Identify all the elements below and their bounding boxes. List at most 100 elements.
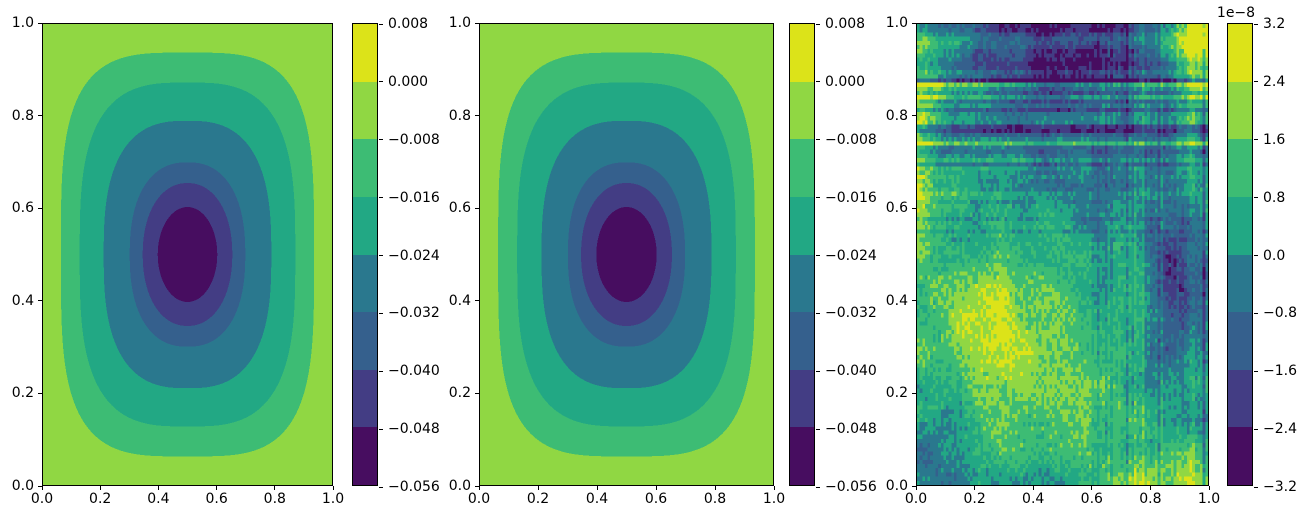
colorbar-band bbox=[790, 24, 814, 82]
y-tick-mark bbox=[912, 392, 916, 394]
colorbar-tick-mark bbox=[816, 139, 820, 141]
contour-plot-canvas bbox=[43, 24, 332, 485]
colorbar-band bbox=[1228, 139, 1252, 197]
x-tick-label: 0.0 bbox=[30, 491, 54, 507]
colorbar-band bbox=[353, 369, 377, 428]
x-tick-label: 1.0 bbox=[762, 491, 786, 507]
x-tick-mark bbox=[773, 486, 775, 490]
colorbar-band bbox=[353, 196, 377, 255]
y-tick-label: 0.2 bbox=[448, 385, 471, 402]
y-tick-label: 0.8 bbox=[885, 107, 908, 124]
y-tick-mark bbox=[912, 207, 916, 209]
colorbar-tick-mark bbox=[816, 81, 820, 83]
colorbar-tick-label: −3.2 bbox=[1263, 479, 1297, 495]
x-tick-label: 0.8 bbox=[703, 491, 727, 507]
colorbar-tick-mark bbox=[379, 428, 383, 430]
x-tick-label: 0.6 bbox=[1080, 491, 1103, 507]
colorbar-band bbox=[790, 81, 814, 140]
y-tick-mark bbox=[38, 207, 42, 209]
x-tick-label: 1.0 bbox=[321, 491, 345, 507]
y-tick-mark bbox=[912, 300, 916, 302]
colorbar-tick-label: −0.056 bbox=[388, 479, 440, 495]
y-tick-mark bbox=[475, 22, 479, 24]
colorbar-band bbox=[790, 369, 814, 428]
y-tick-mark bbox=[38, 392, 42, 394]
y-tick-label: 0.0 bbox=[885, 478, 908, 494]
error-plot-canvas bbox=[917, 24, 1208, 485]
colorbar-band bbox=[1228, 24, 1252, 82]
colorbar-band bbox=[353, 254, 377, 313]
y-tick-label: 0.4 bbox=[11, 292, 34, 309]
colorbar-tick-mark bbox=[379, 255, 383, 256]
colorbar-band bbox=[353, 24, 377, 82]
colorbar-tick-mark bbox=[816, 23, 820, 25]
colorbar-tick-label: −0.032 bbox=[388, 305, 440, 322]
x-tick-mark bbox=[41, 486, 43, 490]
x-tick-mark bbox=[596, 486, 598, 490]
x-tick-label: 0.2 bbox=[89, 491, 112, 507]
colorbar-tick-label: 1.6 bbox=[1263, 131, 1286, 148]
colorbar-band bbox=[353, 81, 377, 140]
colorbar-tick-mark bbox=[1254, 197, 1258, 199]
colorbar-tick-label: 0.8 bbox=[1263, 189, 1286, 206]
colorbar-band bbox=[1228, 427, 1252, 485]
colorbar-tick-label: −0.024 bbox=[388, 247, 440, 264]
colorbar-tick-mark bbox=[1254, 428, 1258, 430]
colorbar-tick-label: −0.040 bbox=[388, 363, 440, 380]
colorbar-tick-mark bbox=[379, 197, 383, 199]
colorbar-tick-mark bbox=[379, 486, 383, 488]
y-tick-label: 1.0 bbox=[448, 15, 471, 31]
y-tick-label: 0.2 bbox=[11, 385, 34, 402]
x-tick-mark bbox=[974, 486, 976, 490]
colorbar-tick-label: 0.008 bbox=[388, 16, 429, 32]
x-tick-mark bbox=[1208, 486, 1210, 490]
y-tick-label: 0.2 bbox=[885, 385, 908, 402]
colorbar-tick-label: −0.016 bbox=[825, 189, 877, 206]
contour-plot-canvas bbox=[480, 24, 773, 485]
colorbar-subplot-3: 3.2 2.4 1.6 0.8 0.0 −0.8 −1.6 −2.4 −3.2 1e−8 bbox=[1217, 6, 1297, 494]
x-tick-label: 0.8 bbox=[263, 491, 286, 507]
colorbar-tick-mark bbox=[1254, 312, 1258, 314]
x-tick-mark bbox=[537, 486, 539, 490]
colorbar-band bbox=[790, 312, 814, 370]
y-tick-label: 0.8 bbox=[448, 107, 471, 124]
colorbar-tick-label: 2.4 bbox=[1263, 73, 1286, 90]
colorbar-tick-mark bbox=[1254, 23, 1258, 25]
colorbar-band bbox=[1228, 81, 1252, 140]
colorbar-band bbox=[790, 427, 814, 485]
colorbar-band bbox=[790, 139, 814, 197]
y-tick-label: 0.4 bbox=[448, 292, 471, 309]
colorbar-tick-label: −1.6 bbox=[1263, 363, 1297, 380]
colorbar-tick-mark bbox=[379, 312, 383, 314]
y-tick-label: 0.6 bbox=[885, 200, 908, 217]
x-tick-mark bbox=[1091, 486, 1093, 490]
colorbar-tick-label: 0.0 bbox=[1263, 247, 1286, 264]
y-tick-mark bbox=[912, 22, 916, 24]
x-tick-label: 0.2 bbox=[963, 491, 986, 507]
colorbar-band bbox=[1228, 369, 1252, 428]
colorbar-tick-label: −0.048 bbox=[825, 421, 877, 438]
x-tick-mark bbox=[216, 486, 218, 490]
axes-subplot-2: 0.0 0.2 0.4 0.6 0.8 1.0 0.0 0.2 0.4 0.6 0.8 1.0 bbox=[449, 16, 785, 506]
x-tick-mark bbox=[1149, 486, 1151, 490]
y-tick-label: 0.0 bbox=[448, 478, 471, 494]
y-tick-mark bbox=[475, 207, 479, 209]
colorbar-tick-mark bbox=[1254, 81, 1258, 83]
y-tick-label: 1.0 bbox=[885, 15, 908, 31]
y-tick-mark bbox=[912, 115, 916, 117]
x-tick-mark bbox=[99, 486, 101, 490]
y-tick-mark bbox=[38, 115, 42, 117]
colorbar-tick-label: 0.000 bbox=[825, 73, 866, 90]
colorbar-tick-label: −0.016 bbox=[388, 189, 440, 206]
colorbar-tick-mark bbox=[1254, 486, 1258, 488]
x-tick-mark bbox=[157, 486, 159, 490]
colorbar-tick-label: −0.032 bbox=[825, 305, 877, 322]
colorbar-tick-mark bbox=[816, 197, 820, 199]
axes-subplot-1: 0.0 0.2 0.4 0.6 0.8 1.0 0.0 0.2 0.4 0.6 0.8 1.0 bbox=[12, 16, 344, 506]
colorbar-tick-mark bbox=[1254, 370, 1258, 372]
colorbar-tick-label: −0.8 bbox=[1263, 305, 1297, 322]
x-tick-mark bbox=[655, 486, 657, 490]
y-tick-mark bbox=[475, 115, 479, 117]
colorbar-tick-label: 0.000 bbox=[388, 73, 429, 90]
colorbar-tick-mark bbox=[816, 428, 820, 430]
